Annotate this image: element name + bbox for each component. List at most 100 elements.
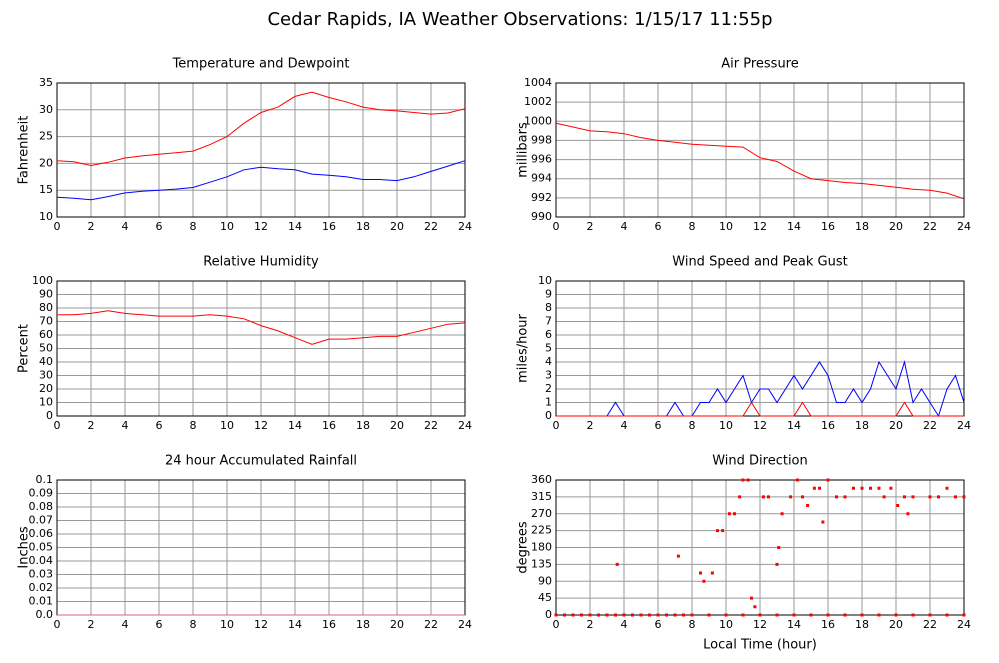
x-tick-label: 18 — [855, 618, 869, 631]
x-tick-label: 12 — [753, 220, 767, 233]
data-point — [812, 486, 816, 490]
y-tick-label: 6 — [545, 328, 552, 341]
x-tick-label: 6 — [655, 220, 662, 233]
data-point — [928, 495, 932, 499]
y-tick-label: 0.04 — [29, 554, 54, 567]
data-point — [889, 486, 893, 490]
x-tick-label: 12 — [753, 618, 767, 631]
data-point — [777, 546, 781, 549]
data-point — [614, 613, 617, 617]
data-point — [903, 495, 906, 499]
x-tick-label: 12 — [254, 618, 268, 631]
x-tick-label: 2 — [88, 419, 95, 432]
x-tick-label: 20 — [889, 419, 903, 432]
y-axis-label: Fahrenheit — [17, 116, 32, 185]
y-tick-label: 0.08 — [29, 500, 54, 513]
data-point — [656, 613, 660, 617]
x-tick-label: 4 — [122, 220, 129, 233]
data-point — [894, 613, 898, 617]
data-point — [835, 495, 838, 499]
x-tick-label: 8 — [190, 618, 197, 631]
data-point — [665, 613, 668, 617]
x-tick-label: 14 — [787, 618, 801, 631]
x-tick-label: 4 — [122, 419, 129, 432]
x-tick-label: 22 — [424, 419, 438, 432]
y-tick-label: 0.01 — [29, 595, 54, 608]
data-point — [806, 504, 810, 507]
x-tick-label: 12 — [254, 419, 268, 432]
y-tick-label: 0 — [545, 608, 552, 621]
page-title: Cedar Rapids, IA Weather Observations: 1… — [267, 9, 772, 30]
y-tick-label: 9 — [545, 288, 552, 301]
x-tick-label: 14 — [288, 618, 302, 631]
x-tick-label: 16 — [322, 419, 336, 432]
data-point — [682, 613, 685, 617]
x-tick-label: 6 — [156, 419, 163, 432]
data-point — [563, 613, 566, 617]
data-point — [826, 613, 830, 617]
x-tick-label: 16 — [821, 618, 835, 631]
data-point — [843, 613, 847, 617]
x-tick-label: 18 — [356, 419, 370, 432]
y-tick-label: 90 — [39, 288, 53, 301]
y-tick-label: 360 — [531, 473, 552, 486]
y-axis-label: Percent — [17, 324, 32, 373]
data-point — [843, 495, 847, 499]
data-point — [818, 486, 821, 490]
y-tick-label: 0.09 — [29, 487, 54, 500]
x-tick-label: 6 — [156, 220, 163, 233]
y-tick-label: 0 — [545, 409, 552, 422]
y-tick-label: 15 — [39, 183, 53, 196]
y-tick-label: 20 — [39, 156, 53, 169]
y-axis-label: millibars — [516, 122, 531, 178]
data-point — [789, 495, 793, 499]
data-point — [741, 478, 745, 482]
x-tick-label: 6 — [156, 618, 163, 631]
data-point — [801, 495, 804, 499]
panel-title: Wind Speed and Peak Gust — [672, 255, 847, 270]
x-tick-label: 22 — [923, 419, 937, 432]
data-point — [877, 486, 881, 490]
y-tick-label: 5 — [545, 342, 552, 355]
data-line — [556, 401, 964, 417]
data-point — [821, 520, 825, 524]
data-point — [710, 571, 714, 575]
x-tick-label: 24 — [957, 220, 971, 233]
data-point — [673, 613, 677, 617]
x-tick-label: 22 — [923, 618, 937, 631]
data-point — [937, 495, 940, 499]
y-tick-label: 30 — [39, 369, 53, 382]
data-point — [767, 495, 770, 499]
y-tick-label: 225 — [531, 524, 552, 537]
y-tick-label: 1 — [545, 396, 552, 409]
x-tick-label: 4 — [621, 220, 628, 233]
y-tick-label: 30 — [39, 103, 53, 116]
data-point — [580, 613, 583, 617]
data-point — [775, 613, 779, 617]
x-tick-label: 14 — [787, 220, 801, 233]
panel-title: Air Pressure — [721, 57, 799, 72]
y-axis-label: degrees — [516, 521, 531, 574]
x-tick-label: 14 — [787, 419, 801, 432]
x-tick-label: 4 — [122, 618, 129, 631]
y-tick-label: 4 — [545, 355, 552, 368]
x-tick-label: 14 — [288, 220, 302, 233]
data-point — [962, 613, 966, 617]
y-tick-label: 20 — [39, 382, 53, 395]
y-tick-label: 992 — [531, 191, 552, 204]
x-tick-label: 16 — [821, 220, 835, 233]
y-tick-label: 0.07 — [29, 514, 54, 527]
y-tick-label: 270 — [531, 507, 552, 520]
data-point — [795, 478, 799, 482]
data-point — [702, 579, 706, 583]
y-tick-label: 1000 — [524, 114, 552, 127]
x-tick-label: 18 — [855, 220, 869, 233]
y-tick-label: 50 — [39, 342, 53, 355]
x-tick-label: 2 — [587, 618, 594, 631]
data-line — [555, 122, 965, 200]
data-point — [962, 495, 966, 499]
y-tick-label: 0.05 — [29, 541, 54, 554]
data-point — [605, 613, 609, 617]
data-point — [738, 495, 742, 499]
